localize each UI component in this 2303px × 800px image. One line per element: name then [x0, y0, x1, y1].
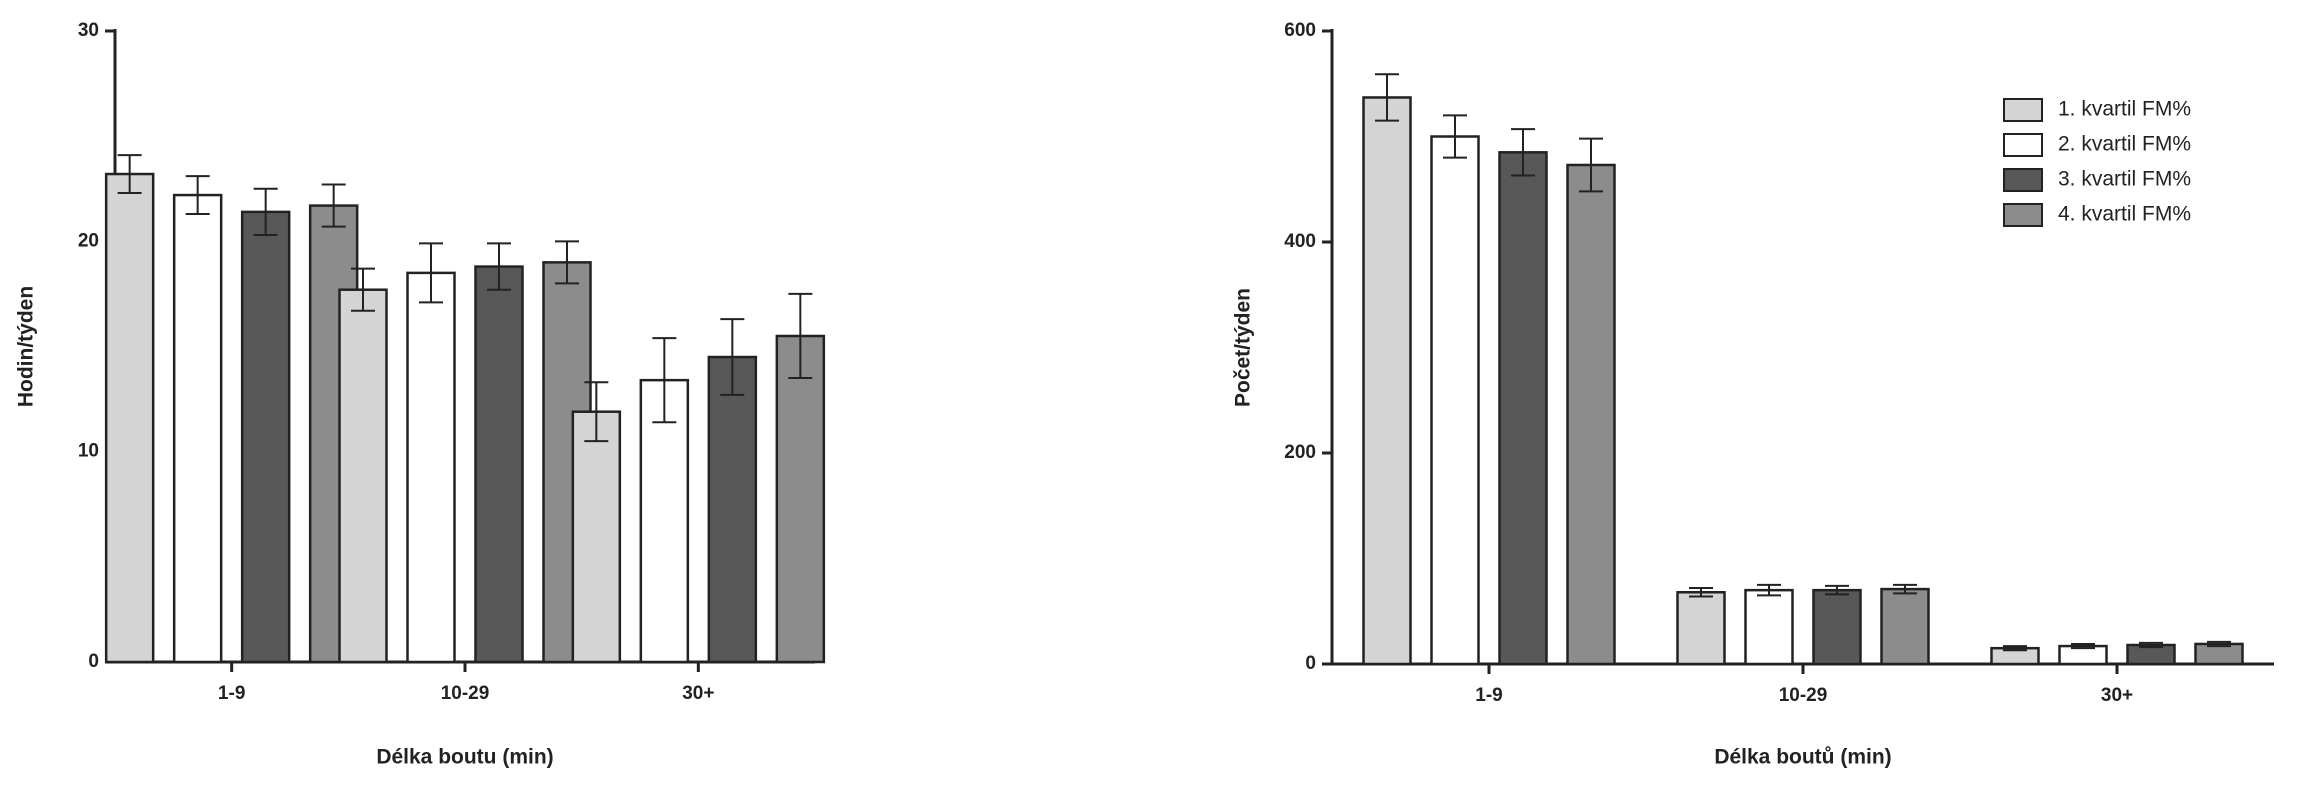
- error-bar: [652, 337, 677, 424]
- y-tick-label: 600: [1284, 20, 1316, 41]
- error-bar: [788, 292, 813, 380]
- error-bar: [1757, 583, 1781, 597]
- error-bar: [2139, 641, 2163, 649]
- error-bar: [555, 240, 579, 285]
- y-tick-label: 10: [78, 441, 99, 462]
- x-tick-label: 1-9: [218, 683, 245, 704]
- bar: [1362, 96, 1412, 666]
- legend-swatch: [2003, 203, 2043, 227]
- x-tick-label: 30+: [682, 683, 714, 704]
- y-axis-title: Hodin/týden: [15, 286, 38, 407]
- bar: [474, 265, 524, 664]
- legend-label: 4. kvartil FM%: [2058, 203, 2191, 226]
- bar: [775, 334, 826, 664]
- legend-swatch: [2003, 168, 2043, 192]
- legend-swatch: [2003, 98, 2043, 122]
- x-tick-label: 30+: [2101, 685, 2133, 706]
- error-bar: [1893, 583, 1917, 595]
- bar: [1676, 591, 1726, 666]
- y-tick-label: 0: [1305, 653, 1316, 674]
- bar: [1812, 588, 1862, 666]
- bar: [571, 410, 622, 664]
- error-bar: [419, 242, 443, 304]
- x-tick-label: 10-29: [1779, 685, 1828, 706]
- bar: [639, 378, 690, 664]
- error-bar: [584, 381, 609, 443]
- error-bar: [253, 187, 278, 237]
- bar: [240, 210, 291, 664]
- legend-swatch: [2003, 133, 2043, 157]
- bar: [172, 193, 223, 664]
- y-tick-label: 30: [78, 20, 99, 41]
- x-tick-label: 1-9: [1475, 685, 1502, 706]
- error-bar: [321, 183, 346, 228]
- y-axis-title: Počet/týden: [1232, 288, 1255, 407]
- error-bar: [720, 318, 745, 396]
- legend-label: 2. kvartil FM%: [2058, 133, 2191, 156]
- y-tick-label: 200: [1284, 442, 1316, 463]
- y-tick-label: 20: [78, 230, 99, 251]
- bar: [707, 355, 758, 664]
- error-bar: [1443, 114, 1467, 159]
- bar: [1880, 587, 1930, 666]
- error-bar: [1511, 128, 1535, 177]
- error-bar: [1689, 587, 1713, 598]
- bar: [104, 172, 155, 664]
- error-bar: [185, 175, 210, 215]
- x-axis-title: Délka boutů (min): [1714, 746, 1891, 769]
- bar: [338, 288, 388, 664]
- error-bar: [487, 242, 511, 291]
- y-tick-label: 400: [1284, 231, 1316, 252]
- error-bar: [2207, 640, 2231, 648]
- error-bar: [351, 267, 375, 312]
- error-bar: [1375, 73, 1399, 122]
- bar: [406, 271, 456, 664]
- bar: [1566, 163, 1616, 666]
- y-tick-label: 0: [88, 651, 99, 672]
- error-bar: [117, 154, 142, 194]
- bar: [1498, 151, 1548, 666]
- legend-label: 3. kvartil FM%: [2058, 168, 2191, 191]
- error-bar: [2003, 645, 2027, 652]
- bar: [1430, 135, 1480, 666]
- error-bar: [1825, 584, 1849, 596]
- legend-label: 1. kvartil FM%: [2058, 98, 2191, 121]
- error-bar: [1579, 137, 1603, 193]
- x-axis-title: Délka boutu (min): [376, 746, 553, 769]
- x-tick-label: 10-29: [441, 683, 490, 704]
- error-bar: [2071, 642, 2095, 650]
- bar: [1744, 588, 1794, 666]
